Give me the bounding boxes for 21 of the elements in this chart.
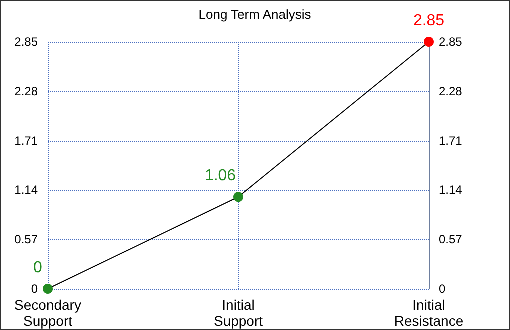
y2-tick-label: 0.57 [439,232,463,247]
y2-tick-label: 2.28 [439,84,463,98]
y-tick-label: 0 [31,282,38,296]
y-tick-label: 2.85 [14,35,38,49]
y2-tick-label: 2.85 [439,35,463,49]
y-tick-label: 1.14 [14,183,38,198]
y2-tick-label: 1.14 [439,183,463,198]
data-label: 2.85 [413,12,445,30]
y-tick-label: 2.28 [14,84,38,98]
point [43,284,53,294]
x-tick-label: Secondary Support [14,297,82,329]
y-tick-label: 0.57 [14,232,38,247]
chart-title: Long Term Analysis [198,7,312,22]
point [424,37,434,47]
x-tick-label: Initial Support [214,297,264,329]
data-label: 1.06 [204,168,236,185]
y-tick-label: 1.71 [14,134,38,148]
y2-tick-label: 1.71 [439,134,463,148]
y2-tick-label: 0 [439,282,446,296]
point [234,192,244,202]
x-tick-label: Initial Resistance [394,297,464,329]
